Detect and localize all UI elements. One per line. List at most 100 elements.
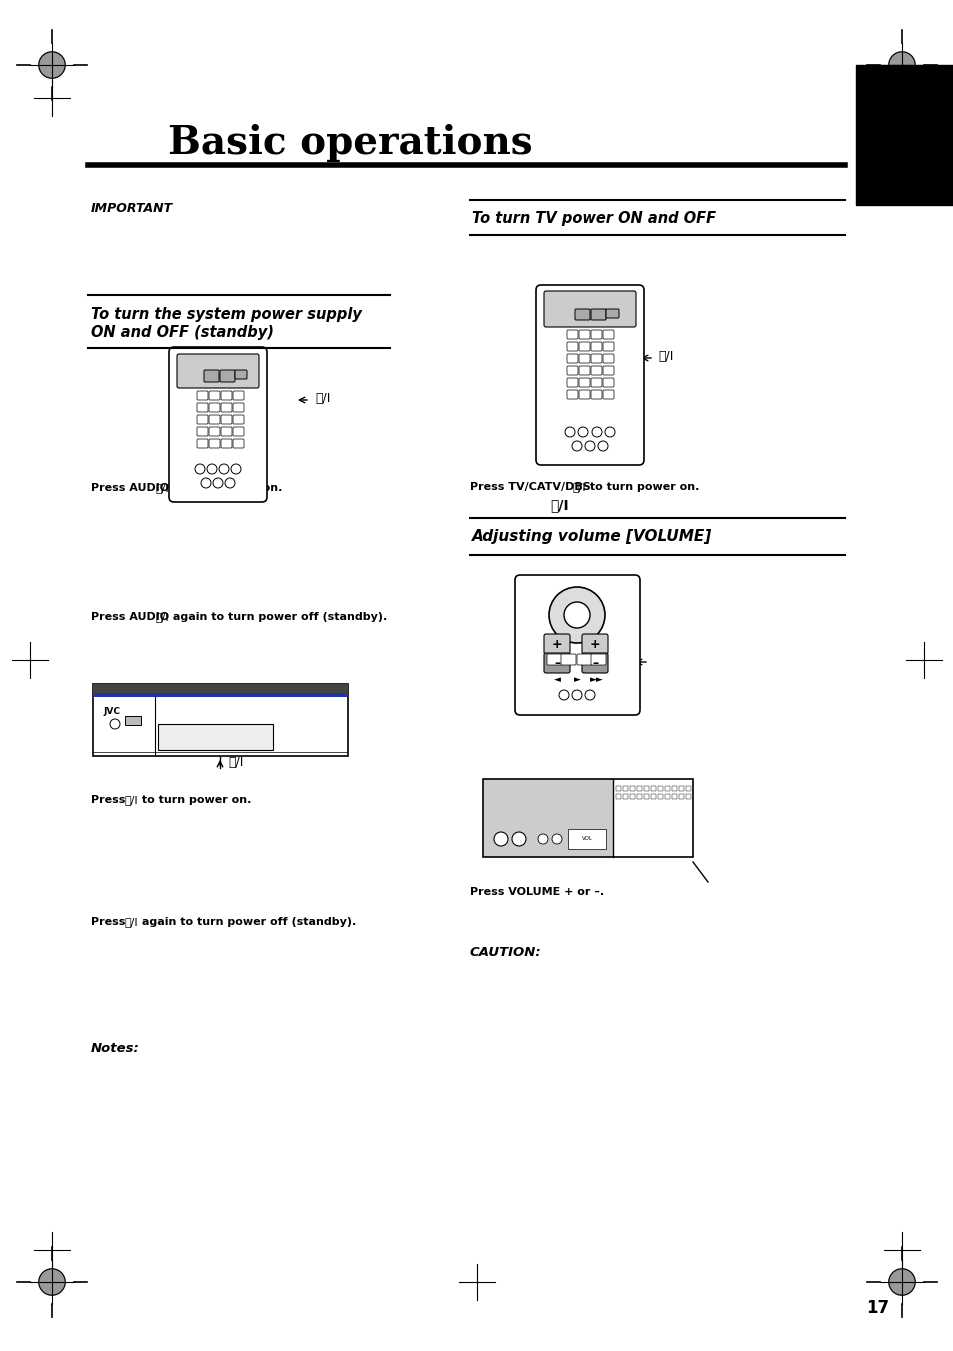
Text: –: – <box>554 657 559 670</box>
FancyBboxPatch shape <box>590 654 605 665</box>
Text: Press: Press <box>91 917 129 927</box>
Circle shape <box>39 1269 65 1296</box>
Circle shape <box>231 463 241 474</box>
FancyBboxPatch shape <box>536 285 643 465</box>
Circle shape <box>548 586 604 643</box>
Text: DVD DIGITAL CINEMA SYSTEM PLUS: DVD DIGITAL CINEMA SYSTEM PLUS <box>216 700 303 705</box>
FancyBboxPatch shape <box>546 654 561 665</box>
Text: –: – <box>591 657 598 670</box>
FancyBboxPatch shape <box>204 370 219 382</box>
Bar <box>622 794 627 798</box>
FancyBboxPatch shape <box>577 654 592 665</box>
Bar <box>92 684 348 757</box>
FancyBboxPatch shape <box>590 330 601 339</box>
Text: ⏻/I: ⏻/I <box>156 484 170 493</box>
Circle shape <box>207 463 216 474</box>
Text: 17: 17 <box>865 1300 888 1317</box>
FancyBboxPatch shape <box>196 403 208 412</box>
Bar <box>685 794 690 798</box>
FancyBboxPatch shape <box>578 378 589 386</box>
Bar <box>629 786 635 790</box>
FancyBboxPatch shape <box>590 366 601 376</box>
FancyBboxPatch shape <box>602 330 614 339</box>
Text: Press AUDIO: Press AUDIO <box>91 612 172 621</box>
FancyBboxPatch shape <box>543 653 569 673</box>
FancyBboxPatch shape <box>221 403 232 412</box>
FancyBboxPatch shape <box>169 347 267 503</box>
FancyBboxPatch shape <box>221 439 232 449</box>
FancyBboxPatch shape <box>233 403 244 412</box>
Circle shape <box>888 1269 914 1296</box>
Text: +: + <box>589 638 599 650</box>
Circle shape <box>592 427 601 436</box>
FancyBboxPatch shape <box>602 390 614 399</box>
FancyBboxPatch shape <box>209 390 220 400</box>
Text: ⏻/I: ⏻/I <box>550 499 569 512</box>
FancyBboxPatch shape <box>581 634 607 654</box>
FancyBboxPatch shape <box>578 390 589 399</box>
FancyBboxPatch shape <box>566 342 578 351</box>
FancyBboxPatch shape <box>566 354 578 363</box>
FancyBboxPatch shape <box>233 390 244 400</box>
FancyBboxPatch shape <box>560 654 576 665</box>
FancyBboxPatch shape <box>209 427 220 436</box>
FancyBboxPatch shape <box>209 403 220 412</box>
Bar <box>158 724 273 750</box>
FancyBboxPatch shape <box>602 366 614 376</box>
Bar <box>855 65 953 205</box>
Text: ►►: ►► <box>590 676 603 685</box>
FancyBboxPatch shape <box>543 634 569 654</box>
Bar <box>92 684 348 693</box>
Circle shape <box>604 427 615 436</box>
FancyBboxPatch shape <box>566 366 578 376</box>
Text: ►: ► <box>573 676 579 685</box>
FancyBboxPatch shape <box>515 576 639 715</box>
Bar <box>482 780 613 857</box>
FancyBboxPatch shape <box>221 415 232 424</box>
Circle shape <box>563 603 589 628</box>
Circle shape <box>564 427 575 436</box>
FancyBboxPatch shape <box>575 309 589 320</box>
Circle shape <box>572 690 581 700</box>
FancyBboxPatch shape <box>543 290 636 327</box>
FancyBboxPatch shape <box>233 427 244 436</box>
Circle shape <box>201 478 211 488</box>
Bar <box>671 794 677 798</box>
Text: ⏻/I: ⏻/I <box>156 612 170 621</box>
Text: ⏻/I: ⏻/I <box>658 350 673 363</box>
Bar <box>650 794 656 798</box>
Circle shape <box>225 478 234 488</box>
Circle shape <box>572 440 581 451</box>
Bar <box>643 794 648 798</box>
Text: IMPORTANT: IMPORTANT <box>91 201 172 215</box>
Bar <box>658 794 662 798</box>
Text: to turn power on.: to turn power on. <box>585 482 699 492</box>
FancyBboxPatch shape <box>234 370 247 380</box>
Circle shape <box>213 478 223 488</box>
Bar <box>658 786 662 790</box>
Circle shape <box>219 463 229 474</box>
Circle shape <box>598 440 607 451</box>
Circle shape <box>584 690 595 700</box>
Text: to turn power on.: to turn power on. <box>169 484 282 493</box>
Text: Press: Press <box>91 794 129 805</box>
Circle shape <box>110 719 120 730</box>
FancyBboxPatch shape <box>590 309 605 320</box>
Bar <box>664 794 669 798</box>
Circle shape <box>494 832 507 846</box>
FancyBboxPatch shape <box>590 354 601 363</box>
FancyBboxPatch shape <box>590 390 601 399</box>
FancyBboxPatch shape <box>602 354 614 363</box>
Bar <box>671 786 677 790</box>
FancyBboxPatch shape <box>602 378 614 386</box>
FancyBboxPatch shape <box>578 354 589 363</box>
FancyBboxPatch shape <box>233 439 244 449</box>
Bar <box>650 786 656 790</box>
Circle shape <box>552 834 561 844</box>
Bar <box>637 786 641 790</box>
Bar <box>616 794 620 798</box>
Circle shape <box>558 690 568 700</box>
Bar <box>92 693 348 697</box>
FancyBboxPatch shape <box>209 415 220 424</box>
FancyBboxPatch shape <box>566 330 578 339</box>
